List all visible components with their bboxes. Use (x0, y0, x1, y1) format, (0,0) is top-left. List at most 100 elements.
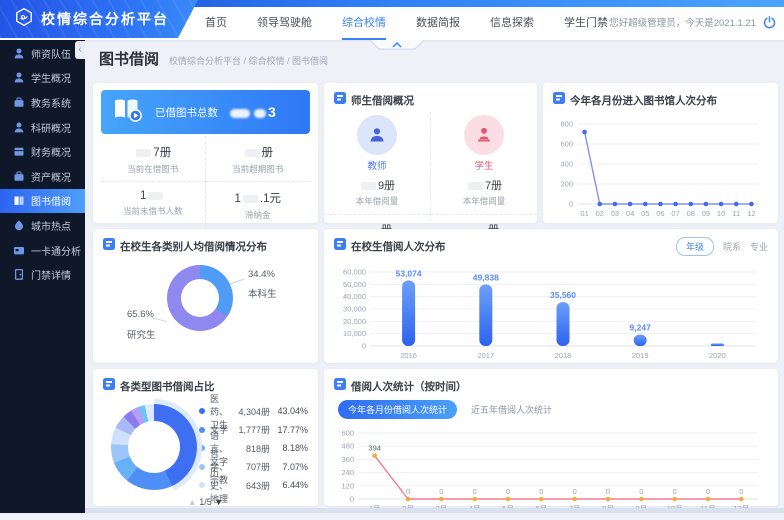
sidebar-item-8[interactable]: 一卡通分析 (0, 238, 85, 263)
yearly-tabs: 年级 院系 专业 (675, 237, 768, 256)
sidebar-item-label: 资产概况 (31, 172, 71, 184)
student-avatar (464, 115, 504, 155)
blur-patch (230, 108, 250, 118)
svg-text:2019: 2019 (632, 351, 649, 360)
legend-count: 643册 (245, 480, 270, 491)
svg-text:07: 07 (671, 209, 679, 218)
logout-power-icon[interactable] (763, 16, 776, 34)
sidebar-item-7[interactable]: 城市热点 (0, 213, 85, 238)
legend-label: 历史、地理 (210, 467, 229, 504)
stat-overdue: 册 当前超期图书 (232, 147, 284, 174)
person-icon (13, 47, 25, 60)
svg-text:49,838: 49,838 (473, 273, 499, 283)
svg-text:04: 04 (626, 209, 634, 218)
svg-text:12: 12 (747, 209, 755, 218)
door-icon (13, 268, 25, 281)
svg-text:0: 0 (350, 495, 354, 504)
legend-row-1[interactable]: 文学 1,777册 17.77% (199, 421, 308, 440)
app-title: 校情综合分析平台 (41, 11, 169, 27)
monthly-chart: 01202403604806001月2月3月4月5月6月7月8月9月10月11月… (324, 421, 778, 520)
user-greeting: 您好超级管理员，今天是2021.1.21 (609, 18, 756, 29)
donut-hole (128, 421, 180, 473)
stat-current-borrowed: 7册 当前在借图书 (101, 136, 206, 181)
svg-text:360: 360 (341, 455, 354, 464)
breadcrumb: 校情综合分析平台 / 综合校情 / 图书借阅 (169, 56, 329, 66)
tab-2[interactable]: 专业 (749, 242, 768, 252)
tab-0[interactable]: 年级 (675, 237, 714, 256)
case-icon (13, 170, 25, 183)
banner-label: 已借图书总数 (155, 106, 218, 119)
time-button-1[interactable]: 近五年借阅人次统计 (471, 405, 553, 415)
svg-text:02: 02 (596, 209, 604, 218)
case-icon (13, 96, 25, 109)
legend-dot (199, 408, 205, 415)
footer-strip (85, 508, 784, 513)
legend-row-2[interactable]: 语言、文字 818册 8.18% (199, 431, 308, 467)
page-title: 图书借阅 (99, 51, 160, 68)
sidebar-item-label: 城市热点 (31, 221, 71, 233)
time-button-0[interactable]: 今年各月份借阅人次统计 (338, 400, 458, 419)
sidebar-item-9[interactable]: 门禁详情 (0, 262, 85, 287)
booktype-legend: 医药、卫生 4,304册 43.04% 文学 1,777册 17.77% 语言、文字 818册… (199, 394, 308, 504)
svg-text:0: 0 (573, 487, 577, 496)
nav-item-0[interactable]: 首页 (205, 17, 227, 29)
card-library-entries: 今年各月份进入图书馆人次分布 0 200 400 600 800 01 02 03 04 05 06… (543, 83, 778, 223)
sidebar-item-4[interactable]: 财务概况 (0, 139, 85, 164)
svg-text:394: 394 (368, 444, 381, 453)
legend-label: 文学 (210, 425, 229, 436)
card-title: 借阅人次统计（按时间） (351, 380, 467, 393)
card-book-types: 各类型图书借阅占比 医药、卫生 4,304册 43.04% 文学 1,777册 17.77… (93, 369, 318, 507)
sidebar-item-label: 一卡通分析 (31, 246, 81, 258)
nav-item-4[interactable]: 信息探索 (490, 17, 534, 29)
legend-row-0[interactable]: 医药、卫生 4,304册 43.04% (199, 394, 308, 430)
sidebar-item-6[interactable]: 图书借阅 (0, 188, 85, 214)
legend-count: 707册 (245, 462, 270, 473)
legend-pct: 8.18% (282, 443, 308, 454)
svg-text:35,560: 35,560 (550, 290, 576, 300)
sidebar-item-label: 科研概况 (31, 123, 71, 135)
sidebar-item-label: 图书借阅 (31, 197, 71, 209)
svg-text:60,000: 60,000 (343, 268, 366, 277)
sidebar-collapse-button[interactable]: ‹ (75, 41, 85, 59)
book-icon (13, 194, 25, 207)
card-borrow-by-time: 借阅人次统计（按时间） 今年各月份借阅人次统计 近五年借阅人次统计 0 120 240… (324, 369, 778, 513)
card-title: 今年各月份进入图书馆人次分布 (570, 94, 717, 107)
legend-row-3[interactable]: 哲学、宗教 707册 7.07% (199, 449, 308, 485)
nav-collapse-caret[interactable] (369, 38, 425, 56)
svg-text:05: 05 (641, 209, 649, 218)
tab-1[interactable]: 院系 (722, 242, 741, 252)
nav-item-1[interactable]: 领导驾驶舱 (257, 17, 312, 29)
sidebar-item-2[interactable]: 教务系统 (0, 90, 85, 115)
logo-hexagon-icon (14, 7, 34, 32)
booktype-donut-chart (106, 399, 202, 495)
pager-up-icon[interactable]: ▲ (187, 497, 197, 507)
svg-text:800: 800 (560, 120, 573, 129)
svg-text:30,000: 30,000 (343, 305, 366, 314)
sidebar-item-5[interactable]: 资产概况 (0, 164, 85, 189)
card-student-category: 在校生各类别人均借阅情况分布 34.4% 本科生 65.6% 研究生 (93, 229, 318, 363)
pager-text: 1/5 (199, 497, 212, 507)
sidebar-item-1[interactable]: 学生概况 (0, 66, 85, 91)
sidebar-item-3[interactable]: 科研概况 (0, 115, 85, 140)
sidebar: 师资队伍学生概况教务系统科研概况财务概况资产概况图书借阅城市热点一卡通分析门禁详… (0, 38, 85, 513)
undergrad-pct: 34.4% (248, 269, 275, 280)
sidebar-item-0[interactable]: 师资队伍 (0, 41, 85, 66)
legend-pct: 43.04% (277, 406, 308, 417)
card-title-icon (553, 91, 565, 109)
svg-text:53,074: 53,074 (396, 269, 422, 279)
nav-item-5[interactable]: 学生门禁 (564, 17, 608, 29)
svg-text:50,000: 50,000 (343, 280, 366, 289)
pager-down-icon[interactable]: ▼ (214, 497, 224, 507)
legend-label: 哲学、宗教 (210, 449, 229, 486)
stat-nonborrowers: 1 当前未借书人数 (101, 181, 206, 227)
nav-item-3[interactable]: 数据简报 (416, 17, 460, 29)
total-borrowed-banner: 已借图书总数 3 (101, 90, 310, 134)
card-title-icon (334, 237, 346, 255)
undergrad-label: 本科生 (248, 289, 277, 300)
category-donut-chart (167, 265, 233, 331)
legend-row-4[interactable]: 历史、地理 643册 6.44% (199, 468, 308, 504)
nav-item-2[interactable]: 综合校情 (342, 7, 386, 40)
svg-text:0: 0 (439, 487, 443, 496)
sidebar-item-label: 学生概况 (31, 74, 71, 86)
card-faculty-student: 师生借阅概况 教师 9册 本年借阅量 册 本月借阅量 学生 7册 (324, 83, 537, 251)
